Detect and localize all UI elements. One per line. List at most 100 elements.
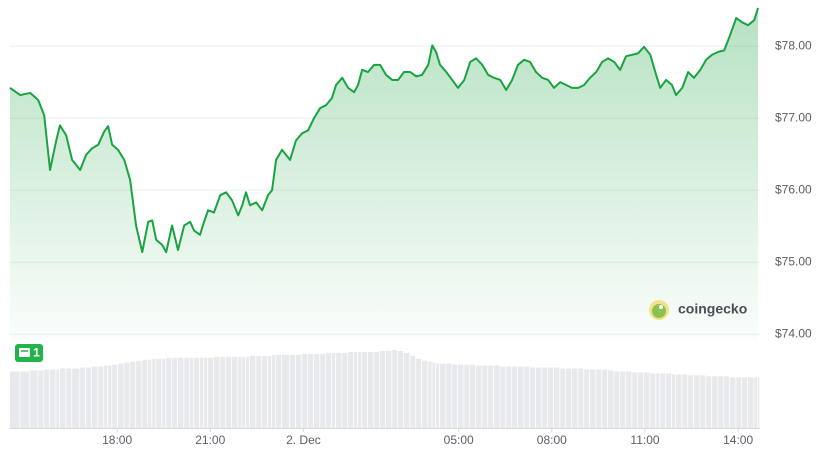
y-tick-label: $77.00 — [775, 110, 812, 124]
volume-bar — [272, 354, 276, 428]
volume-bar — [142, 359, 148, 428]
volume-bar — [470, 364, 476, 428]
volume-bar — [10, 371, 20, 428]
watermark: coingecko — [649, 300, 747, 320]
volume-bars — [10, 350, 760, 428]
volume-bar — [500, 366, 506, 428]
volume-bar — [204, 357, 208, 428]
volume-bar — [20, 371, 30, 428]
volume-bar — [517, 366, 524, 428]
volume-bar — [56, 369, 60, 428]
volume-bar — [232, 356, 238, 428]
volume-bar — [712, 376, 718, 428]
volume-bar — [620, 371, 626, 428]
volume-bar — [320, 353, 326, 428]
volume-bar — [754, 377, 758, 428]
volume-bar — [671, 374, 676, 428]
volume-bar — [596, 369, 602, 428]
volume-bar — [488, 365, 494, 428]
volume-bar — [614, 371, 620, 428]
x-tick-label: 18:00 — [102, 433, 132, 447]
volume-bar — [44, 369, 50, 428]
volume-bar — [80, 367, 86, 428]
volume-bar — [506, 366, 512, 428]
volume-bar — [354, 351, 358, 428]
volume-bar — [398, 350, 404, 428]
volume-bar — [156, 358, 162, 428]
x-tick-label: 08:00 — [537, 433, 567, 447]
volume-bar — [660, 373, 666, 428]
volume-bar — [104, 365, 108, 428]
volume-bar — [638, 372, 644, 428]
volume-bar — [644, 372, 650, 428]
logo — [652, 304, 666, 318]
volume-bar — [530, 367, 536, 428]
volume-bar — [380, 350, 386, 428]
volume-bar — [482, 365, 488, 428]
volume-bar — [736, 377, 742, 428]
volume-bar — [452, 364, 458, 428]
badge-icon — [19, 348, 30, 357]
volume-bar — [313, 353, 320, 428]
plot — [9, 7, 759, 340]
volume-bar — [392, 350, 398, 428]
volume-bar — [238, 356, 242, 428]
y-tick-label: $75.00 — [775, 254, 812, 268]
x-tick-label: 21:00 — [195, 433, 225, 447]
volume-bar — [331, 352, 336, 428]
volume-bar — [602, 369, 608, 428]
volume-bar — [98, 366, 104, 428]
volume-bar — [374, 351, 380, 428]
volume-bar — [432, 362, 436, 428]
volume-bar — [494, 365, 500, 428]
volume-bar — [584, 369, 590, 428]
volume-bar — [50, 369, 56, 428]
volume-bar — [566, 368, 572, 428]
volume-bar — [326, 352, 332, 428]
volume-bar — [718, 376, 724, 428]
volume-bar — [256, 355, 262, 428]
volume-bar — [464, 364, 470, 428]
volume-bar — [30, 370, 38, 428]
event-badge[interactable]: 1 — [15, 344, 43, 362]
y-tick-label: $74.00 — [775, 326, 812, 340]
volume-bar — [59, 368, 66, 428]
volume-bar — [524, 366, 530, 428]
volume-bar — [108, 365, 112, 428]
volume-bar — [730, 377, 736, 428]
volume-bar — [428, 361, 432, 428]
volume-bar — [590, 369, 596, 428]
volume-bar — [476, 365, 482, 428]
volume-bar — [242, 356, 246, 428]
volume-bar — [276, 354, 282, 428]
volume-bar — [336, 352, 342, 428]
volume-bar — [200, 357, 204, 428]
y-tick-label: $76.00 — [775, 182, 812, 196]
volume-bar — [282, 354, 290, 428]
volume-bar — [86, 367, 92, 428]
volume-bar — [262, 355, 268, 428]
logo-eye — [659, 305, 663, 309]
volume-bar — [572, 368, 578, 428]
volume-bar — [608, 370, 614, 428]
volume-bar — [724, 376, 730, 428]
volume-bar — [656, 373, 660, 428]
volume-bar — [368, 351, 374, 428]
volume-bar — [112, 364, 118, 428]
volume-bar — [148, 359, 152, 428]
grid: $74.00 $75.00 $76.00 $77.00 $78.00 18:00 21:00… — [10, 38, 812, 447]
volume-bar — [342, 352, 348, 428]
volume-bar — [626, 371, 632, 428]
x-tick-label: 05:00 — [444, 433, 474, 447]
volume-bar — [214, 356, 220, 428]
badge-count: 1 — [33, 346, 40, 360]
volume-bar — [578, 368, 584, 428]
volume-bar — [758, 377, 760, 428]
volume-bar — [416, 358, 422, 428]
volume-bar — [190, 357, 194, 428]
volume-bar — [700, 375, 706, 428]
volume-bar — [290, 354, 296, 428]
volume-bar — [250, 355, 256, 428]
price-line — [9, 7, 759, 254]
